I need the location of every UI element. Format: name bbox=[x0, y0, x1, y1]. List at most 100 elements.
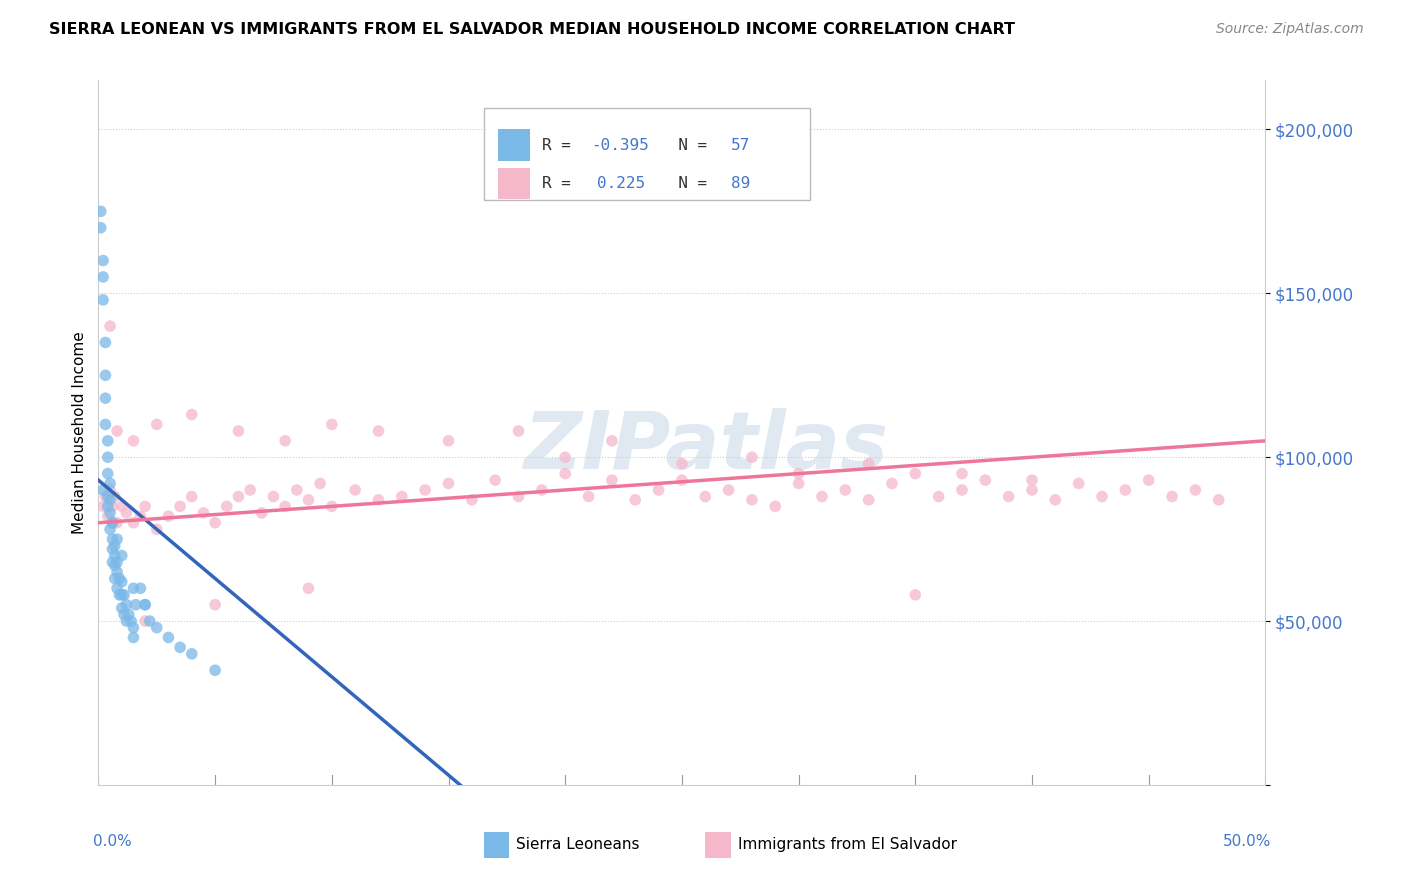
Point bbox=[858, 492, 880, 507]
Point bbox=[157, 631, 180, 645]
Point bbox=[169, 640, 191, 655]
Point bbox=[94, 490, 117, 504]
Point bbox=[91, 483, 114, 497]
Point bbox=[105, 516, 128, 530]
Point bbox=[90, 204, 112, 219]
Point bbox=[97, 509, 120, 524]
Y-axis label: Median Household Income: Median Household Income bbox=[72, 331, 87, 534]
Text: Source: ZipAtlas.com: Source: ZipAtlas.com bbox=[1216, 22, 1364, 37]
Point bbox=[367, 492, 389, 507]
Point bbox=[787, 467, 810, 481]
Point bbox=[146, 417, 169, 432]
Point bbox=[111, 574, 134, 589]
Point bbox=[437, 434, 460, 448]
Point bbox=[108, 572, 131, 586]
Point bbox=[98, 319, 121, 334]
Point bbox=[134, 598, 156, 612]
Point bbox=[91, 293, 114, 307]
Bar bbox=[706, 832, 731, 857]
Point bbox=[1114, 483, 1136, 497]
Point bbox=[101, 516, 124, 530]
Point bbox=[111, 588, 134, 602]
Point bbox=[717, 483, 740, 497]
Point bbox=[297, 582, 319, 596]
Point bbox=[262, 490, 284, 504]
Point bbox=[115, 506, 138, 520]
Point bbox=[928, 490, 950, 504]
Point bbox=[250, 506, 273, 520]
Point bbox=[129, 582, 152, 596]
Point bbox=[309, 476, 332, 491]
Point bbox=[204, 598, 226, 612]
Point bbox=[101, 500, 124, 514]
Point bbox=[974, 473, 997, 487]
Point bbox=[129, 509, 152, 524]
Point bbox=[1045, 492, 1067, 507]
Point bbox=[105, 565, 128, 579]
Text: Sierra Leoneans: Sierra Leoneans bbox=[516, 838, 640, 853]
Point bbox=[834, 483, 856, 497]
Point bbox=[904, 588, 927, 602]
Bar bbox=[498, 129, 530, 161]
Point bbox=[647, 483, 669, 497]
Text: 57: 57 bbox=[731, 137, 751, 153]
Point bbox=[180, 647, 202, 661]
Point bbox=[239, 483, 262, 497]
Point bbox=[1067, 476, 1090, 491]
Point bbox=[193, 506, 215, 520]
Point bbox=[118, 607, 141, 622]
Point bbox=[787, 476, 810, 491]
Point bbox=[180, 490, 202, 504]
Point bbox=[122, 582, 145, 596]
Point bbox=[122, 516, 145, 530]
Point bbox=[122, 621, 145, 635]
Point bbox=[950, 483, 973, 497]
Text: 89: 89 bbox=[731, 176, 751, 191]
Text: ZIPatlas: ZIPatlas bbox=[523, 408, 887, 486]
Text: 0.225: 0.225 bbox=[596, 176, 645, 191]
Point bbox=[115, 598, 138, 612]
Point bbox=[139, 614, 162, 628]
Point bbox=[484, 473, 506, 487]
Point bbox=[950, 467, 973, 481]
Point bbox=[508, 424, 530, 438]
Point bbox=[94, 335, 117, 350]
Text: N =: N = bbox=[658, 137, 716, 153]
Point bbox=[285, 483, 308, 497]
Point bbox=[274, 434, 297, 448]
Point bbox=[763, 500, 786, 514]
Point bbox=[1021, 473, 1043, 487]
FancyBboxPatch shape bbox=[484, 109, 810, 200]
Point bbox=[104, 572, 127, 586]
Point bbox=[1208, 492, 1230, 507]
Point bbox=[146, 621, 169, 635]
Point bbox=[461, 492, 484, 507]
Point bbox=[508, 490, 530, 504]
Point bbox=[321, 417, 343, 432]
Text: SIERRA LEONEAN VS IMMIGRANTS FROM EL SALVADOR MEDIAN HOUSEHOLD INCOME CORRELATIO: SIERRA LEONEAN VS IMMIGRANTS FROM EL SAL… bbox=[49, 22, 1015, 37]
Point bbox=[111, 549, 134, 563]
Point bbox=[695, 490, 717, 504]
Point bbox=[997, 490, 1019, 504]
Point bbox=[111, 601, 134, 615]
Point bbox=[112, 588, 135, 602]
Point bbox=[578, 490, 600, 504]
Point bbox=[94, 417, 117, 432]
Point bbox=[146, 522, 169, 536]
Text: Immigrants from El Salvador: Immigrants from El Salvador bbox=[738, 838, 957, 853]
Point bbox=[1091, 490, 1114, 504]
Point bbox=[97, 434, 120, 448]
Point bbox=[90, 220, 112, 235]
Point bbox=[413, 483, 436, 497]
Point bbox=[180, 408, 202, 422]
Point bbox=[91, 253, 114, 268]
Point bbox=[115, 614, 138, 628]
Point bbox=[125, 598, 148, 612]
Point bbox=[1137, 473, 1160, 487]
Point bbox=[134, 500, 156, 514]
Point bbox=[204, 663, 226, 677]
Point bbox=[104, 539, 127, 553]
Point bbox=[134, 598, 156, 612]
Point bbox=[741, 492, 763, 507]
Point bbox=[671, 473, 693, 487]
